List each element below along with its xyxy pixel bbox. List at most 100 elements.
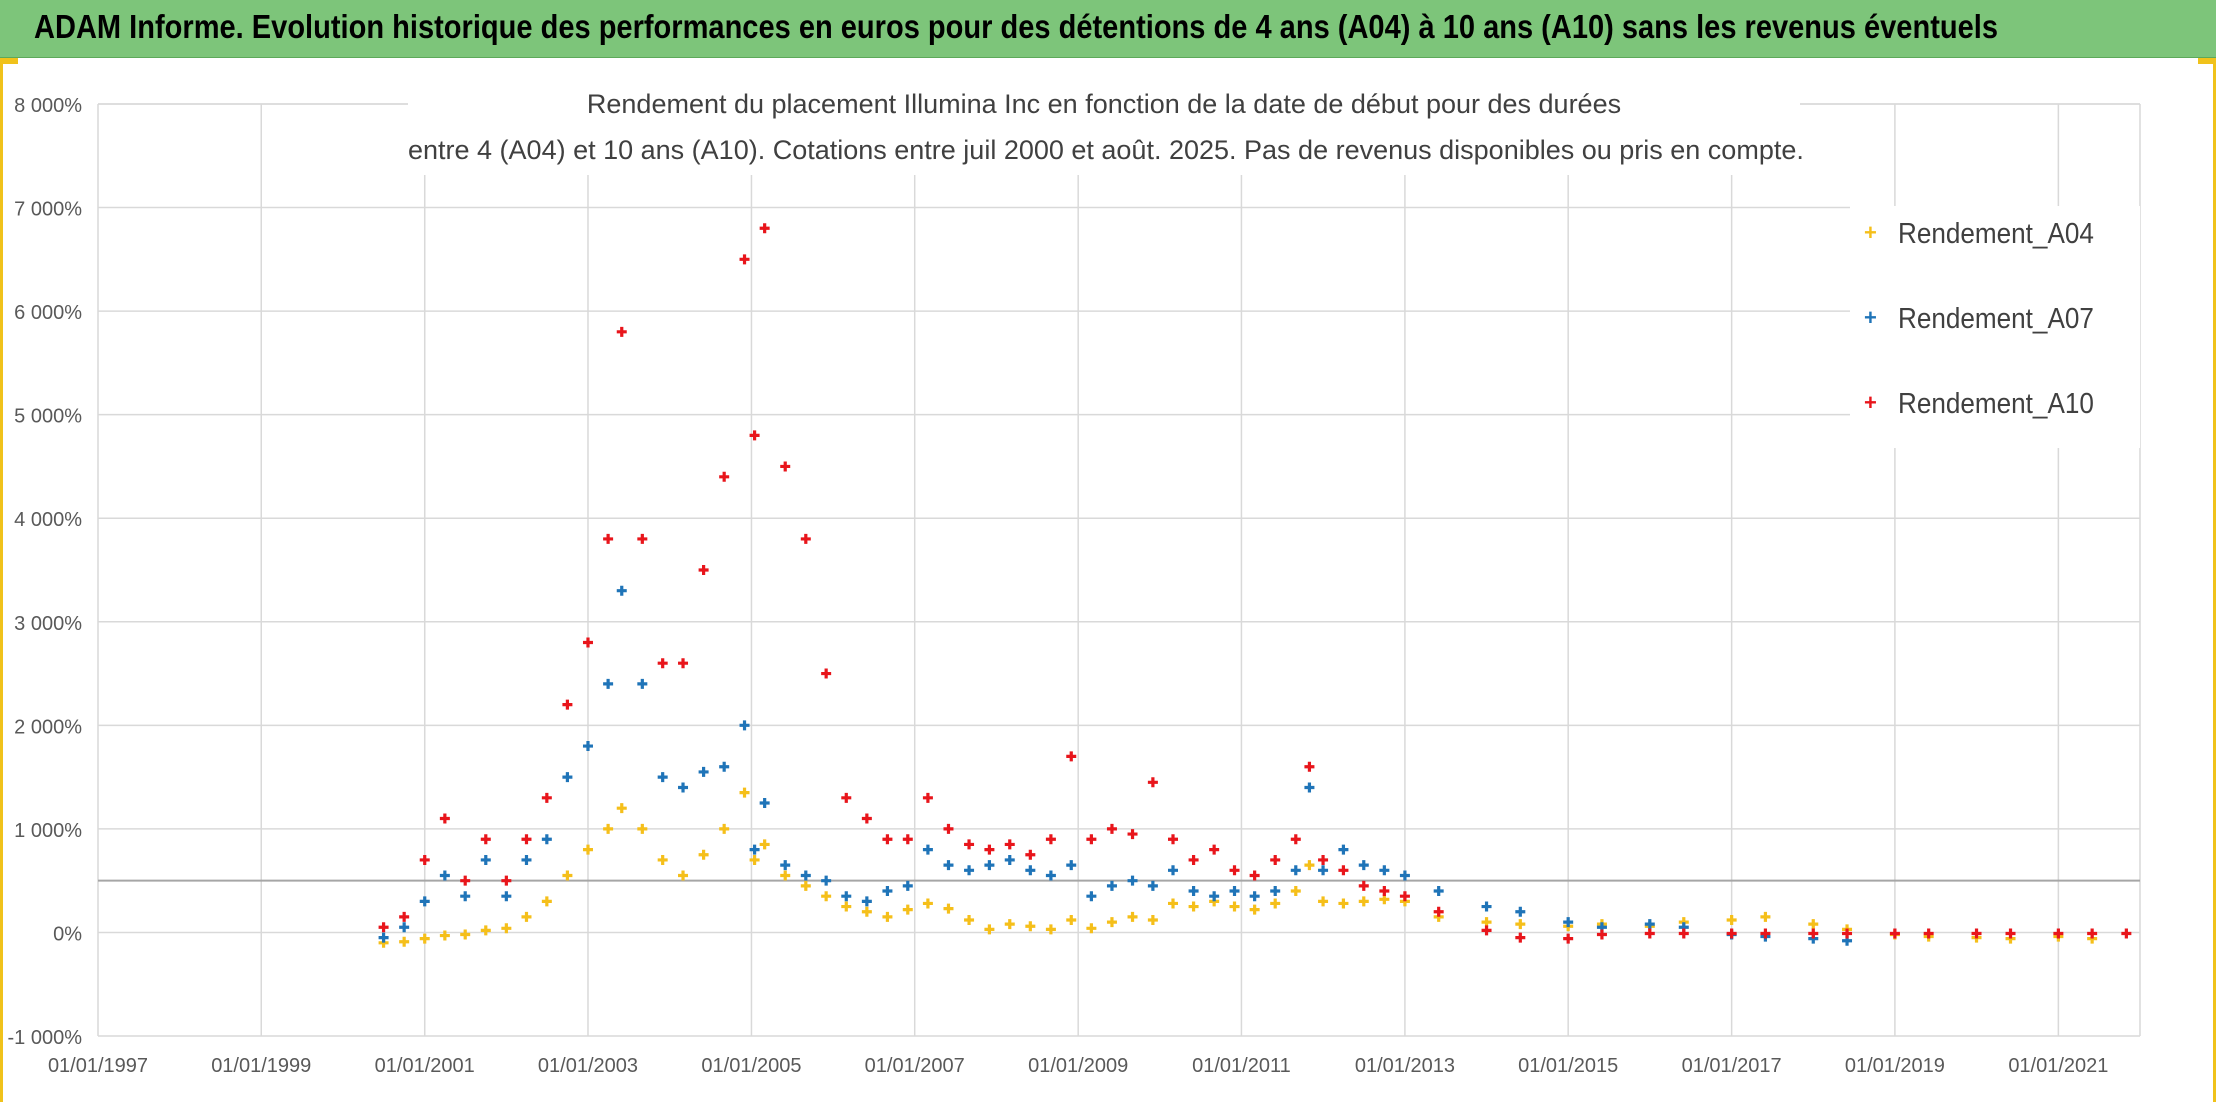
data-point-rendement_a04 xyxy=(780,870,791,881)
x-tick-label: 01/01/2009 xyxy=(1028,1055,1128,1077)
data-point-rendement_a07 xyxy=(1004,854,1015,865)
edge-accent-right xyxy=(2213,58,2216,1102)
data-point-rendement_a10 xyxy=(2005,928,2016,939)
data-point-rendement_a07 xyxy=(378,932,389,943)
data-point-rendement_a10 xyxy=(2053,928,2064,939)
data-point-rendement_a10 xyxy=(1760,928,1771,939)
data-point-rendement_a04 xyxy=(922,898,933,909)
data-point-rendement_a07 xyxy=(800,870,811,881)
data-point-rendement_a07 xyxy=(1270,886,1281,897)
data-point-rendement_a10 xyxy=(1168,834,1179,845)
data-point-rendement_a04 xyxy=(603,823,614,834)
data-point-rendement_a07 xyxy=(501,891,512,902)
data-point-rendement_a10 xyxy=(1147,777,1158,788)
data-point-rendement_a10 xyxy=(460,875,471,886)
data-point-rendement_a07 xyxy=(759,798,770,808)
data-point-rendement_a07 xyxy=(1358,860,1369,871)
data-point-rendement_a10 xyxy=(1004,839,1015,850)
data-point-rendement_a07 xyxy=(1106,880,1117,891)
data-point-rendement_a07 xyxy=(399,922,410,933)
y-tick-label: 2 000% xyxy=(14,716,82,738)
data-point-rendement_a07 xyxy=(749,844,760,855)
data-point-rendement_a04 xyxy=(1127,911,1138,922)
data-point-rendement_a04 xyxy=(582,844,593,855)
data-point-rendement_a10 xyxy=(1025,849,1036,860)
data-point-rendement_a07 xyxy=(841,891,852,902)
data-point-rendement_a10 xyxy=(1304,761,1315,772)
data-point-rendement_a10 xyxy=(1086,834,1097,845)
x-axis-ticks: 01/01/1997 01/01/1999 01/01/2001 01/01/2003… xyxy=(48,1055,2108,1077)
data-point-rendement_a10 xyxy=(749,430,760,441)
data-point-rendement_a07 xyxy=(1338,844,1349,855)
x-tick-label: 01/01/2001 xyxy=(375,1055,475,1077)
x-tick-label: 01/01/2017 xyxy=(1682,1055,1782,1077)
data-point-rendement_a04 xyxy=(1106,917,1117,928)
data-point-rendement_a04 xyxy=(1338,898,1349,909)
data-point-rendement_a04 xyxy=(749,854,760,865)
data-point-rendement_a07 xyxy=(882,886,893,897)
data-point-rendement_a10 xyxy=(841,792,852,803)
x-tick-label: 01/01/2021 xyxy=(2008,1055,2108,1077)
data-point-rendement_a04 xyxy=(1808,919,1819,930)
data-point-rendement_a07 xyxy=(603,678,614,689)
data-point-rendement_a04 xyxy=(759,839,770,850)
data-point-rendement_a07 xyxy=(739,720,750,731)
data-point-rendement_a04 xyxy=(1229,901,1240,912)
data-point-rendement_a04 xyxy=(419,933,430,944)
data-point-rendement_a10 xyxy=(657,658,668,669)
report-title: ADAM Informe. Evolution historique des p… xyxy=(34,8,1998,45)
data-point-rendement_a07 xyxy=(541,834,552,845)
data-point-rendement_a07 xyxy=(1379,865,1390,876)
data-point-rendement_a07 xyxy=(984,860,995,871)
x-tick-label: 01/01/2019 xyxy=(1845,1055,1945,1077)
data-point-rendement_a04 xyxy=(1760,911,1771,922)
data-point-rendement_a07 xyxy=(678,782,689,793)
y-axis-ticks: -1 000% 0% 1 000% 2 000% 3 000% 4 000% 5 000% 6… xyxy=(8,95,83,1049)
legend-marker-a04: + xyxy=(1864,220,1877,245)
data-point-rendement_a10 xyxy=(719,471,730,482)
data-point-rendement_a10 xyxy=(1563,933,1574,944)
data-point-rendement_a10 xyxy=(480,834,491,845)
data-point-rendement_a10 xyxy=(1106,823,1117,834)
legend-marker-a10: + xyxy=(1864,390,1877,415)
data-point-rendement_a07 xyxy=(1399,870,1410,881)
data-point-rendement_a04 xyxy=(821,891,832,902)
data-point-rendement_a07 xyxy=(1644,919,1655,930)
data-point-rendement_a10 xyxy=(1188,854,1199,865)
data-point-rendement_a04 xyxy=(521,911,532,922)
data-point-rendement_a10 xyxy=(1045,834,1056,845)
data-point-rendement_a07 xyxy=(419,896,430,907)
data-point-rendement_a10 xyxy=(902,834,913,845)
data-point-rendement_a07 xyxy=(1147,880,1158,891)
x-tick-label: 01/01/2007 xyxy=(865,1055,965,1077)
corner-accent-left xyxy=(0,58,18,64)
chart-title-line-2: entre 4 (A04) et 10 ans (A10). Cotations… xyxy=(408,135,1804,165)
y-tick-label: 4 000% xyxy=(14,509,82,531)
data-point-rendement_a10 xyxy=(1842,928,1853,939)
data-point-rendement_a07 xyxy=(1086,891,1097,902)
data-point-rendement_a07 xyxy=(562,772,573,783)
data-point-rendement_a04 xyxy=(399,936,410,947)
data-point-rendement_a04 xyxy=(902,904,913,915)
data-point-rendement_a04 xyxy=(1066,915,1077,926)
series-rendement_a10 xyxy=(378,223,2132,944)
data-point-rendement_a10 xyxy=(861,813,872,824)
data-point-rendement_a10 xyxy=(1644,928,1655,939)
data-point-rendement_a07 xyxy=(1025,865,1036,876)
x-tick-label: 01/01/1997 xyxy=(48,1055,148,1077)
data-point-rendement_a07 xyxy=(1045,870,1056,881)
series-rendement_a04 xyxy=(378,787,2098,948)
data-point-rendement_a10 xyxy=(2087,928,2098,939)
chart-points xyxy=(378,223,2132,948)
data-point-rendement_a10 xyxy=(1923,928,1934,939)
data-point-rendement_a07 xyxy=(1318,865,1329,876)
data-point-rendement_a07 xyxy=(719,761,730,772)
data-point-rendement_a10 xyxy=(1971,928,1982,939)
data-point-rendement_a07 xyxy=(616,585,627,596)
data-point-rendement_a10 xyxy=(562,699,573,710)
data-point-rendement_a10 xyxy=(603,533,614,544)
data-point-rendement_a10 xyxy=(984,844,995,855)
data-point-rendement_a04 xyxy=(943,903,954,914)
data-point-rendement_a07 xyxy=(521,854,532,865)
chart-grid xyxy=(97,103,2141,1037)
